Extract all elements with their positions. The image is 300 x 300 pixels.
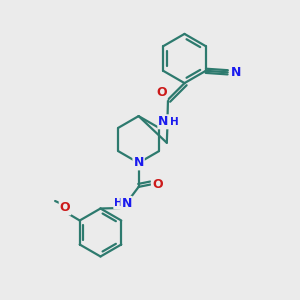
Text: H: H: [114, 198, 123, 208]
Text: N: N: [122, 197, 132, 210]
Text: N: N: [158, 115, 169, 128]
Text: O: O: [60, 201, 70, 214]
Text: O: O: [152, 178, 163, 191]
Text: O: O: [156, 86, 167, 100]
Text: H: H: [169, 117, 178, 127]
Text: N: N: [231, 66, 241, 79]
Text: N: N: [134, 156, 144, 170]
